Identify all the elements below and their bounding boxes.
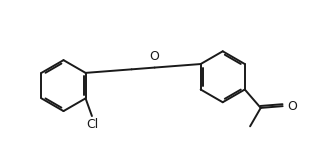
Text: Cl: Cl (86, 118, 98, 131)
Text: O: O (287, 100, 297, 113)
Text: O: O (150, 50, 160, 63)
